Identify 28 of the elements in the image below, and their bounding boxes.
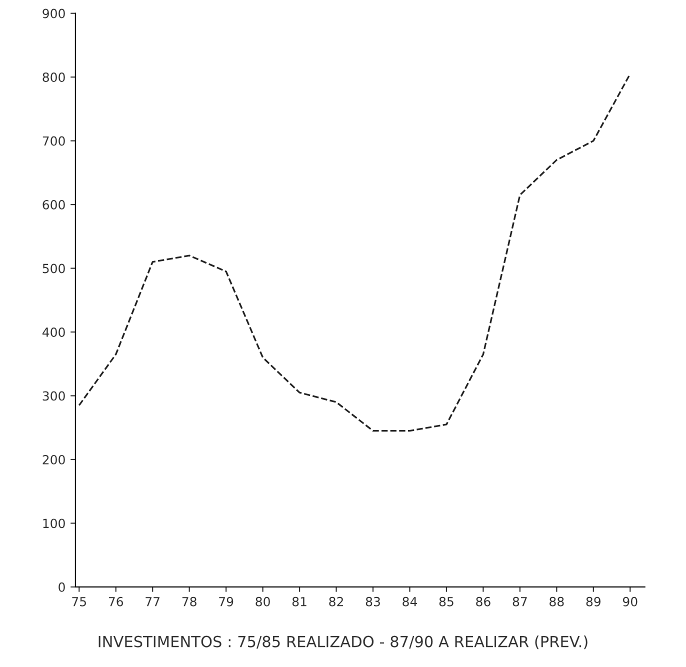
y-tick-label: 100 — [43, 518, 65, 528]
x-tick-label: 83 — [366, 596, 380, 606]
x-tick-label: 86 — [476, 596, 490, 606]
y-tick-label: 200 — [42, 454, 65, 464]
x-tick-label: 84 — [402, 596, 417, 606]
x-tick-label: 75 — [72, 597, 86, 606]
x-tick-label: 87 — [512, 596, 527, 606]
x-tick-label: 78 — [182, 596, 196, 606]
x-tick-label: 90 — [622, 596, 638, 606]
y-tick-label: 600 — [42, 200, 65, 210]
y-tick-label: 900 — [42, 8, 65, 18]
y-tick-label: 500 — [42, 264, 65, 274]
x-tick-label: 82 — [329, 596, 343, 606]
x-tick-label: 89 — [586, 596, 600, 606]
x-tick-label: 85 — [439, 596, 454, 606]
line-series — [78, 73, 631, 432]
x-tick-label: 77 — [146, 597, 160, 606]
y-tick-label: 800 — [42, 72, 65, 82]
x-tick-label: 88 — [550, 596, 564, 606]
x-tick-label: 79 — [219, 596, 234, 606]
y-tick-label: 400 — [42, 327, 65, 337]
y-tick-label: 300 — [42, 391, 65, 401]
text: INVESTIMENTOS : 75/85 REALIZADO - 87/90 A REALIZAR (PREV.) — [98, 636, 588, 650]
y-tick-label: 700 — [42, 136, 65, 146]
x-tick-label: 81 — [292, 596, 306, 606]
x-tick-label: 76 — [108, 596, 124, 606]
x-tick-label: 80 — [256, 596, 270, 606]
y-tick-label: 0 — [58, 582, 65, 592]
